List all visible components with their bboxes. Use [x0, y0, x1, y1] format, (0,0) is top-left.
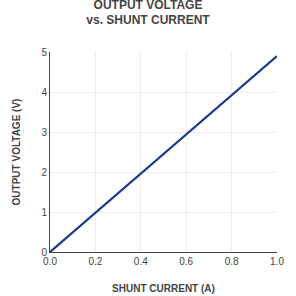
svg-text:4: 4: [41, 87, 47, 98]
svg-text:0.6: 0.6: [179, 256, 193, 267]
svg-text:0.2: 0.2: [88, 256, 102, 267]
svg-text:OUTPUT VOLTAGEvs. SHUNT CURREN: OUTPUT VOLTAGEvs. SHUNT CURRENT: [86, 0, 210, 27]
svg-text:0: 0: [41, 247, 47, 258]
svg-text:0.0: 0.0: [43, 256, 57, 267]
svg-text:0.4: 0.4: [134, 256, 148, 267]
svg-text:3: 3: [41, 127, 47, 138]
svg-text:0.8: 0.8: [225, 256, 239, 267]
svg-text:OUTPUT VOLTAGE (V): OUTPUT VOLTAGE (V): [11, 99, 22, 206]
svg-text:1.0: 1.0: [270, 256, 284, 267]
svg-text:2: 2: [41, 167, 47, 178]
svg-text:SHUNT CURRENT (A): SHUNT CURRENT (A): [112, 283, 215, 294]
svg-text:5: 5: [41, 47, 47, 58]
svg-text:1: 1: [41, 207, 47, 218]
